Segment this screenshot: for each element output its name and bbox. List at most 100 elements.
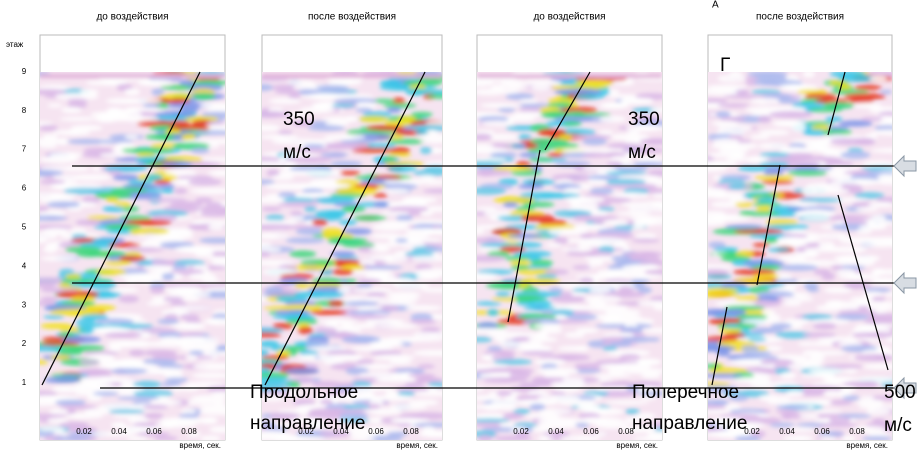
heatmap-blob <box>140 358 177 366</box>
heatmap-blob <box>335 179 361 185</box>
heatmap-blob <box>606 143 644 149</box>
heatmap-blob <box>124 134 139 140</box>
heatmap-blob <box>605 309 641 316</box>
heatmap-blob <box>353 101 378 110</box>
heatmap-blob <box>537 421 581 429</box>
heatmap-blob <box>400 371 415 380</box>
heatmap-blob <box>574 363 587 370</box>
heatmap-blob <box>602 332 633 338</box>
heatmap-blob <box>563 187 581 195</box>
heatmap-blob <box>365 273 397 280</box>
heatmap-blob <box>387 201 429 208</box>
heatmap-blob <box>801 215 831 221</box>
heatmap-blob <box>725 403 741 411</box>
heatmap-blob <box>40 232 58 240</box>
heatmap-blob <box>486 309 500 316</box>
heatmap-blob <box>423 129 439 136</box>
heatmap-blob <box>829 301 867 306</box>
heatmap-blob <box>365 319 379 324</box>
heatmap-blob <box>98 358 119 366</box>
heatmap-blob <box>262 223 295 231</box>
heatmap-blob <box>481 120 515 127</box>
heatmap-blob <box>653 305 662 311</box>
heatmap-blob <box>294 282 309 289</box>
heatmap-blob <box>181 133 196 141</box>
heatmap-blob <box>516 341 543 347</box>
heatmap-blob <box>110 368 148 374</box>
heatmap-blob <box>330 251 356 257</box>
heatmap-blob <box>132 147 175 154</box>
x-axis-label: время, сек. <box>179 441 221 450</box>
heatmap-blob <box>157 318 180 325</box>
heatmap-blob <box>596 88 610 96</box>
heatmap-blob <box>725 157 750 162</box>
heatmap-blob <box>395 238 409 243</box>
heatmap-blob <box>711 142 740 150</box>
heatmap-blob <box>821 272 836 281</box>
heatmap-blob <box>387 138 426 145</box>
heatmap-blob <box>174 188 188 194</box>
heatmap-blob <box>837 389 852 398</box>
heatmap-blob <box>829 399 853 406</box>
heatmap-blob <box>339 170 361 176</box>
heatmap-blob <box>513 408 531 415</box>
heatmap-blob <box>116 395 160 401</box>
heatmap-blob <box>157 184 175 189</box>
heatmap-blob <box>405 305 435 311</box>
heatmap-blob <box>729 394 749 402</box>
heatmap-blob <box>192 372 225 379</box>
heatmap-blob <box>755 196 777 204</box>
heatmap-blob <box>801 187 818 195</box>
heatmap-blob <box>580 233 595 239</box>
heatmap-blob <box>880 382 892 387</box>
heatmap-blob <box>153 436 178 440</box>
heatmap-blob <box>708 404 726 410</box>
heatmap-blob <box>158 364 185 369</box>
heatmap-blob <box>315 84 350 91</box>
heatmap-blob <box>862 363 892 370</box>
heatmap-blob <box>753 273 780 280</box>
heatmap-blob <box>282 197 316 203</box>
heatmap-blob <box>187 430 201 438</box>
heatmap-blob <box>127 417 149 424</box>
heatmap-blob <box>187 178 222 186</box>
heatmap-blob <box>853 353 892 362</box>
heatmap-blob <box>386 296 420 302</box>
heatmap-blob <box>605 170 648 176</box>
heatmap-blob <box>208 318 221 325</box>
labels: этаж А Г 350 м/с 350 м/с 500 м/с Продоль… <box>6 0 916 450</box>
heatmap-blob <box>491 354 505 361</box>
x-tick-label: 0.04 <box>548 427 564 436</box>
x-axis-label: время, сек. <box>396 441 438 450</box>
heatmap-blob <box>262 206 282 212</box>
heatmap-blob <box>477 422 507 428</box>
heatmap-blob <box>649 296 662 302</box>
hot-row <box>477 74 662 78</box>
heatmap-blob <box>831 337 854 342</box>
heatmap-blob <box>708 165 728 172</box>
heatmap-blob <box>477 301 502 306</box>
heatmap-blob <box>628 205 652 213</box>
heatmap-blob <box>410 313 433 321</box>
heatmap-blob <box>129 228 170 235</box>
heatmap-blob <box>735 89 750 95</box>
heatmap-blob <box>284 367 320 375</box>
heatmaps <box>39 34 893 441</box>
heatmap-blob <box>588 259 604 267</box>
heatmap-blob <box>494 336 507 343</box>
heatmap-blob <box>164 313 179 321</box>
heatmap-blob <box>764 224 809 230</box>
heatmap-blob <box>640 395 657 401</box>
heatmap-blob <box>519 152 540 158</box>
heatmap-blob <box>734 314 768 320</box>
heatmap-blob <box>98 403 137 411</box>
heatmap-blob <box>477 247 501 252</box>
heatmap-blob <box>318 355 336 360</box>
heatmap-blob <box>188 272 217 281</box>
heatmap-blob <box>412 349 442 357</box>
heatmap-blob <box>47 103 63 108</box>
heatmap-blob <box>743 350 772 356</box>
heatmap-blob <box>314 291 345 298</box>
heatmap-blob <box>167 103 181 108</box>
heatmap-blob <box>285 345 308 352</box>
